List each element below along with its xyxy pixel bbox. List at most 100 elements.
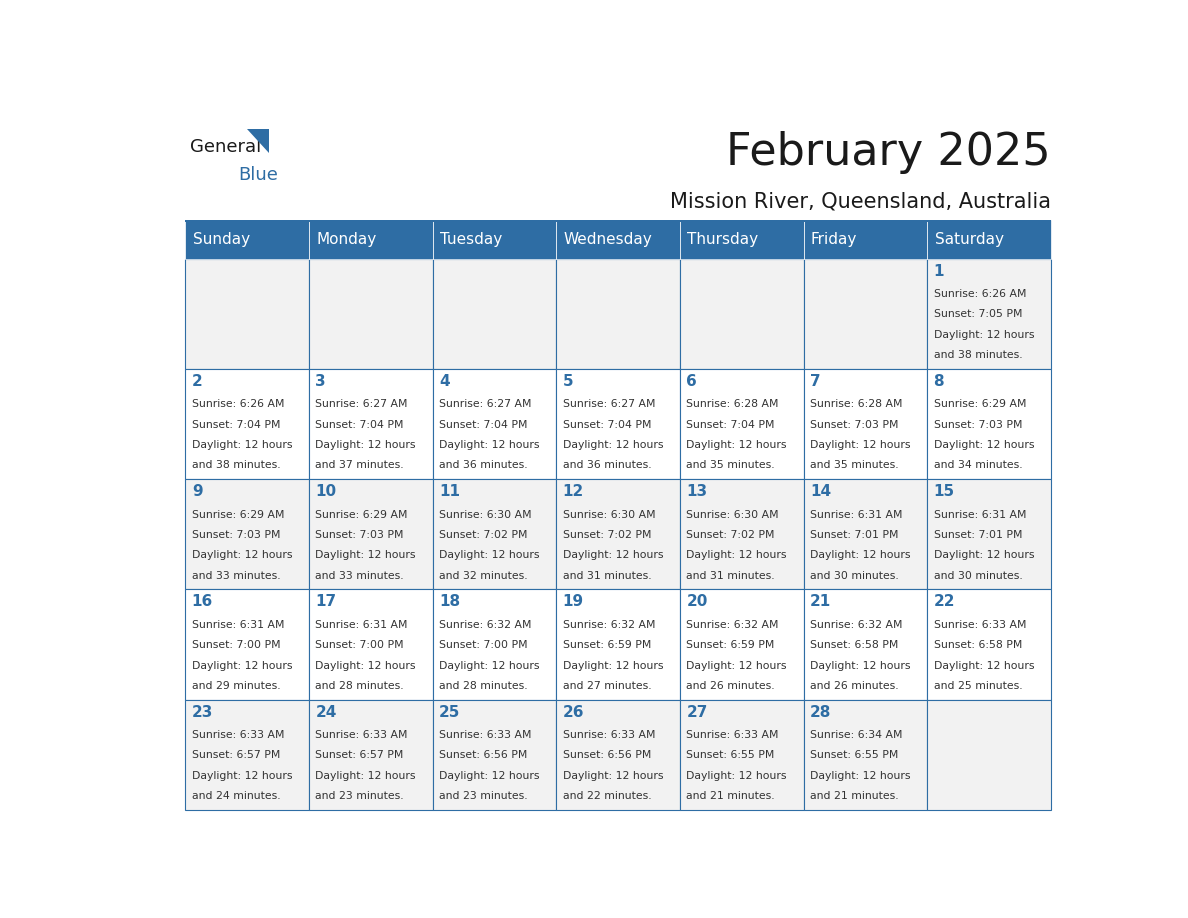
FancyBboxPatch shape xyxy=(927,369,1051,479)
FancyBboxPatch shape xyxy=(432,479,556,589)
Text: and 36 minutes.: and 36 minutes. xyxy=(563,461,651,470)
Text: 18: 18 xyxy=(440,594,460,610)
Text: 1: 1 xyxy=(934,263,944,278)
Text: and 22 minutes.: and 22 minutes. xyxy=(563,791,651,801)
Text: 11: 11 xyxy=(440,484,460,499)
Text: Sunrise: 6:30 AM: Sunrise: 6:30 AM xyxy=(563,509,656,520)
Text: and 35 minutes.: and 35 minutes. xyxy=(810,461,898,470)
FancyBboxPatch shape xyxy=(185,219,1051,222)
Text: Daylight: 12 hours: Daylight: 12 hours xyxy=(810,771,910,781)
Text: 2: 2 xyxy=(191,374,202,389)
Text: 17: 17 xyxy=(315,594,336,610)
Text: and 31 minutes.: and 31 minutes. xyxy=(563,571,651,581)
Text: 28: 28 xyxy=(810,705,832,720)
Text: Daylight: 12 hours: Daylight: 12 hours xyxy=(934,330,1034,340)
Text: Daylight: 12 hours: Daylight: 12 hours xyxy=(440,550,539,560)
FancyBboxPatch shape xyxy=(432,259,556,369)
Text: Sunset: 7:03 PM: Sunset: 7:03 PM xyxy=(315,530,404,540)
FancyBboxPatch shape xyxy=(556,589,680,700)
FancyBboxPatch shape xyxy=(680,589,803,700)
Text: Sunrise: 6:32 AM: Sunrise: 6:32 AM xyxy=(440,620,531,630)
FancyBboxPatch shape xyxy=(309,369,432,479)
Text: 13: 13 xyxy=(687,484,707,499)
Text: Sunset: 6:56 PM: Sunset: 6:56 PM xyxy=(440,751,527,760)
Text: Sunset: 6:58 PM: Sunset: 6:58 PM xyxy=(810,640,898,650)
Text: General: General xyxy=(190,138,261,156)
Text: Sunrise: 6:32 AM: Sunrise: 6:32 AM xyxy=(687,620,779,630)
Text: Monday: Monday xyxy=(316,231,377,247)
Text: and 37 minutes.: and 37 minutes. xyxy=(315,461,404,470)
Text: and 33 minutes.: and 33 minutes. xyxy=(191,571,280,581)
Text: Sunrise: 6:32 AM: Sunrise: 6:32 AM xyxy=(563,620,656,630)
Text: Sunrise: 6:29 AM: Sunrise: 6:29 AM xyxy=(934,399,1026,409)
Text: 8: 8 xyxy=(934,374,944,389)
Text: Sunrise: 6:27 AM: Sunrise: 6:27 AM xyxy=(563,399,656,409)
Text: Sunset: 7:00 PM: Sunset: 7:00 PM xyxy=(191,640,280,650)
Text: Sunset: 6:55 PM: Sunset: 6:55 PM xyxy=(810,751,898,760)
Text: 26: 26 xyxy=(563,705,584,720)
FancyBboxPatch shape xyxy=(185,700,309,810)
Text: Friday: Friday xyxy=(811,231,858,247)
Text: Daylight: 12 hours: Daylight: 12 hours xyxy=(563,440,663,450)
Text: Sunset: 6:59 PM: Sunset: 6:59 PM xyxy=(687,640,775,650)
Text: 25: 25 xyxy=(440,705,461,720)
Text: Sunset: 7:03 PM: Sunset: 7:03 PM xyxy=(810,420,898,430)
Text: 12: 12 xyxy=(563,484,584,499)
Text: Sunset: 6:59 PM: Sunset: 6:59 PM xyxy=(563,640,651,650)
FancyBboxPatch shape xyxy=(803,369,927,479)
Text: and 35 minutes.: and 35 minutes. xyxy=(687,461,775,470)
Text: and 30 minutes.: and 30 minutes. xyxy=(810,571,898,581)
Text: and 26 minutes.: and 26 minutes. xyxy=(810,681,898,691)
Text: Daylight: 12 hours: Daylight: 12 hours xyxy=(191,550,292,560)
Text: Sunrise: 6:31 AM: Sunrise: 6:31 AM xyxy=(191,620,284,630)
Text: Saturday: Saturday xyxy=(935,231,1004,247)
FancyBboxPatch shape xyxy=(432,369,556,479)
FancyBboxPatch shape xyxy=(556,700,680,810)
FancyBboxPatch shape xyxy=(680,700,803,810)
Text: Daylight: 12 hours: Daylight: 12 hours xyxy=(810,550,910,560)
Text: Daylight: 12 hours: Daylight: 12 hours xyxy=(687,661,786,671)
Text: and 24 minutes.: and 24 minutes. xyxy=(191,791,280,801)
FancyBboxPatch shape xyxy=(185,589,309,700)
Text: Sunset: 7:04 PM: Sunset: 7:04 PM xyxy=(315,420,404,430)
Text: Blue: Blue xyxy=(238,166,278,185)
FancyBboxPatch shape xyxy=(185,479,309,589)
FancyBboxPatch shape xyxy=(185,259,309,369)
Text: Sunset: 7:02 PM: Sunset: 7:02 PM xyxy=(440,530,527,540)
FancyBboxPatch shape xyxy=(803,700,927,810)
FancyBboxPatch shape xyxy=(309,589,432,700)
Text: Daylight: 12 hours: Daylight: 12 hours xyxy=(934,440,1034,450)
Text: Sunset: 7:00 PM: Sunset: 7:00 PM xyxy=(440,640,527,650)
Text: Sunset: 7:03 PM: Sunset: 7:03 PM xyxy=(934,420,1022,430)
Text: Sunrise: 6:33 AM: Sunrise: 6:33 AM xyxy=(563,730,656,740)
Text: 10: 10 xyxy=(315,484,336,499)
FancyBboxPatch shape xyxy=(185,369,309,479)
Text: Sunset: 7:04 PM: Sunset: 7:04 PM xyxy=(687,420,775,430)
Text: Sunset: 7:04 PM: Sunset: 7:04 PM xyxy=(191,420,280,430)
Text: Sunrise: 6:34 AM: Sunrise: 6:34 AM xyxy=(810,730,903,740)
Text: 27: 27 xyxy=(687,705,708,720)
Text: and 29 minutes.: and 29 minutes. xyxy=(191,681,280,691)
FancyBboxPatch shape xyxy=(803,259,927,369)
Text: and 28 minutes.: and 28 minutes. xyxy=(440,681,527,691)
Text: Sunset: 7:05 PM: Sunset: 7:05 PM xyxy=(934,309,1022,319)
Text: Sunset: 6:55 PM: Sunset: 6:55 PM xyxy=(687,751,775,760)
Text: 19: 19 xyxy=(563,594,583,610)
Text: Daylight: 12 hours: Daylight: 12 hours xyxy=(934,550,1034,560)
Text: Sunrise: 6:30 AM: Sunrise: 6:30 AM xyxy=(687,509,779,520)
Text: and 25 minutes.: and 25 minutes. xyxy=(934,681,1022,691)
Text: and 38 minutes.: and 38 minutes. xyxy=(191,461,280,470)
Text: 23: 23 xyxy=(191,705,213,720)
FancyBboxPatch shape xyxy=(556,479,680,589)
Text: 6: 6 xyxy=(687,374,697,389)
Text: and 34 minutes.: and 34 minutes. xyxy=(934,461,1022,470)
Text: Sunrise: 6:31 AM: Sunrise: 6:31 AM xyxy=(315,620,407,630)
FancyBboxPatch shape xyxy=(803,219,927,259)
Text: Daylight: 12 hours: Daylight: 12 hours xyxy=(687,550,786,560)
Text: 16: 16 xyxy=(191,594,213,610)
Text: Sunrise: 6:28 AM: Sunrise: 6:28 AM xyxy=(810,399,903,409)
Text: Daylight: 12 hours: Daylight: 12 hours xyxy=(687,771,786,781)
Text: 4: 4 xyxy=(440,374,450,389)
Text: 9: 9 xyxy=(191,484,202,499)
Text: Daylight: 12 hours: Daylight: 12 hours xyxy=(810,440,910,450)
